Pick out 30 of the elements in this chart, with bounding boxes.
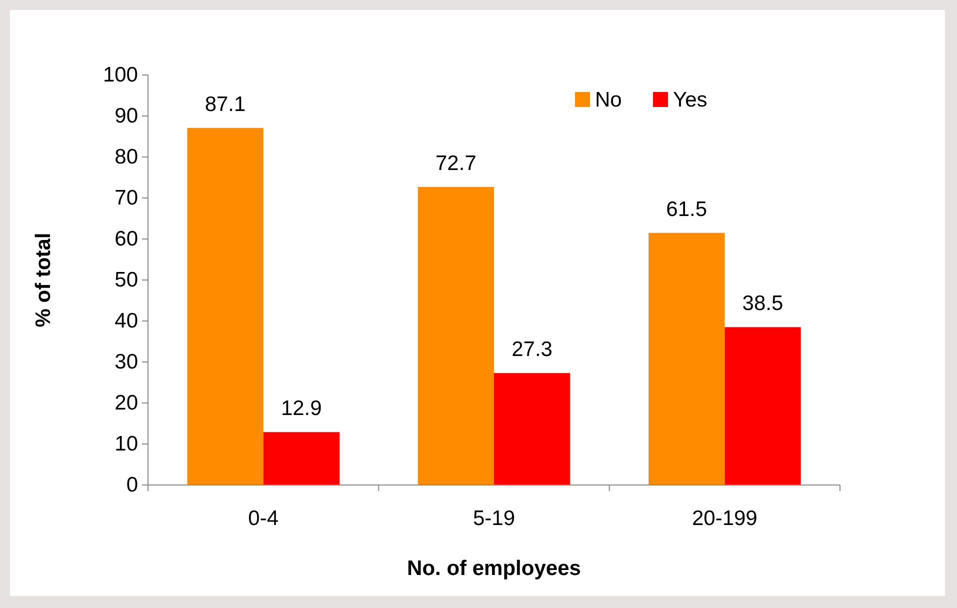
y-tick-label: 40 — [114, 310, 138, 332]
data-label: 72.7 — [436, 152, 476, 175]
bar — [418, 186, 494, 485]
data-label: 38.5 — [742, 292, 784, 316]
y-tick-label: 50 — [114, 268, 138, 292]
y-tick-label: 30 — [114, 350, 138, 374]
legend-label: Yes — [673, 88, 708, 112]
y-tick-label: 100 — [102, 64, 138, 86]
x-tick-label: 5-19 — [472, 507, 516, 530]
bar — [494, 373, 570, 485]
bar — [648, 232, 725, 485]
bar — [263, 432, 340, 485]
bar — [724, 327, 801, 485]
data-label: 87.1 — [204, 92, 246, 116]
x-axis-title: No. of employees — [407, 557, 581, 580]
y-tick-label: 60 — [114, 228, 138, 250]
legend-label: No — [595, 88, 622, 112]
bar — [187, 128, 264, 485]
x-tick-label: 0-4 — [248, 507, 279, 530]
y-tick-label: 10 — [114, 432, 138, 456]
y-tick-label: 70 — [114, 186, 138, 210]
y-axis-title: % of total — [32, 232, 55, 328]
y-tick-label: 80 — [114, 146, 138, 168]
y-tick-label: 90 — [114, 104, 138, 128]
y-tick-label: 20 — [114, 392, 138, 414]
data-label: 27.3 — [512, 338, 552, 362]
data-label: 61.5 — [666, 198, 708, 221]
x-tick-label: 20-199 — [692, 507, 758, 530]
y-tick-label: 0 — [126, 474, 138, 496]
data-label: 12.9 — [280, 397, 322, 420]
